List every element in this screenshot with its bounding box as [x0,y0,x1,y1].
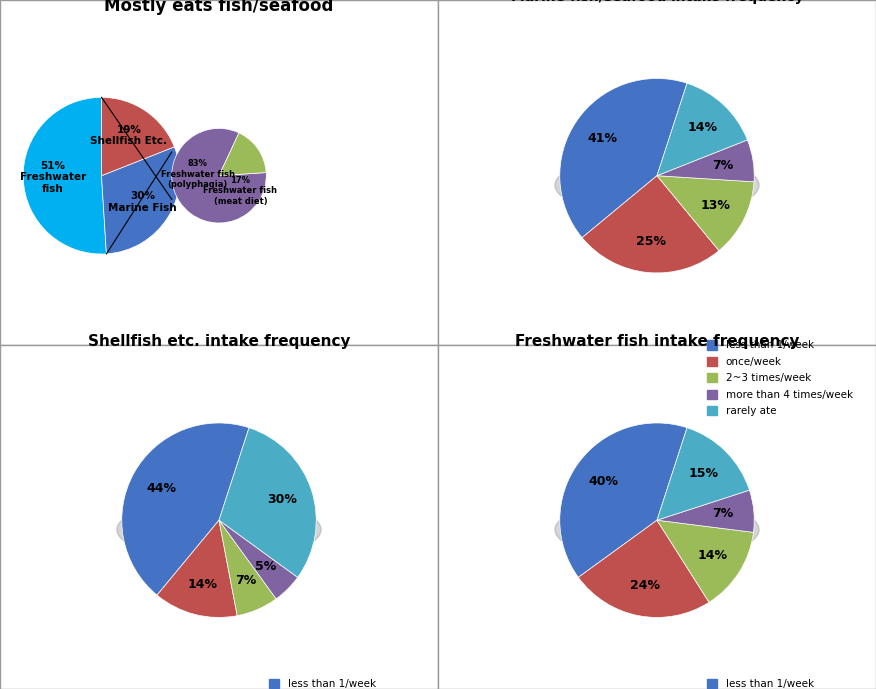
Title: Mostly eats fish/seafood: Mostly eats fish/seafood [104,0,334,15]
Wedge shape [219,520,298,599]
Text: 83%
Freshwater fish
(polyphagia): 83% Freshwater fish (polyphagia) [160,159,235,189]
Text: 41%: 41% [587,132,618,145]
Text: 17%
Freshwater fish
(meat diet): 17% Freshwater fish (meat diet) [203,176,278,205]
Wedge shape [578,520,709,617]
Wedge shape [657,428,750,520]
Text: 30%: 30% [267,493,297,506]
Title: Shellfish etc. intake frequency: Shellfish etc. intake frequency [88,334,350,349]
Wedge shape [23,97,106,254]
Ellipse shape [117,499,321,561]
Text: 7%: 7% [712,508,733,520]
Wedge shape [657,83,747,176]
Wedge shape [657,176,754,251]
Title: Freshwater fish intake frequency: Freshwater fish intake frequency [515,334,799,349]
Text: 13%: 13% [701,199,731,212]
Text: 14%: 14% [688,121,717,134]
Text: 7%: 7% [711,159,733,172]
Title: Marine fish/seafood intake frequency: Marine fish/seafood intake frequency [511,0,803,4]
Wedge shape [657,140,754,182]
Wedge shape [157,520,237,617]
Wedge shape [582,176,719,273]
Text: 19%
Shellfish Etc.: 19% Shellfish Etc. [90,125,167,146]
Wedge shape [657,490,754,533]
Ellipse shape [555,154,759,216]
Wedge shape [219,133,266,176]
Legend: less than 1/week, once/week, 2~3 times/week, more than 4 times/week, rarely ate: less than 1/week, once/week, 2~3 times/w… [703,336,857,420]
Wedge shape [219,428,316,577]
Text: 7%: 7% [235,575,256,588]
Text: 30%
Marine Fish: 30% Marine Fish [109,191,177,212]
Wedge shape [122,423,249,595]
Wedge shape [102,97,174,176]
Wedge shape [657,520,753,602]
Text: 5%: 5% [255,560,276,573]
Text: 44%: 44% [146,482,176,495]
Ellipse shape [555,499,759,561]
Text: 14%: 14% [698,549,728,562]
Wedge shape [560,79,687,238]
Legend: less than 1/week, once/week, 2~3 times/week, more than 4
times/week, rarely ate: less than 1/week, once/week, 2~3 times/w… [703,675,818,689]
Text: 14%: 14% [187,578,217,590]
Text: 15%: 15% [689,467,718,480]
Wedge shape [560,423,687,577]
Wedge shape [172,128,266,223]
Text: 24%: 24% [630,579,660,592]
Wedge shape [102,147,180,254]
Legend: less than 1/week, once/week, 2~3 times/week, more than 4
times/week, rarely ate: less than 1/week, once/week, 2~3 times/w… [265,675,380,689]
Wedge shape [219,520,276,616]
Text: 51%
Freshwater
fish: 51% Freshwater fish [20,161,86,194]
Text: 25%: 25% [636,235,666,248]
Text: 40%: 40% [589,475,618,488]
